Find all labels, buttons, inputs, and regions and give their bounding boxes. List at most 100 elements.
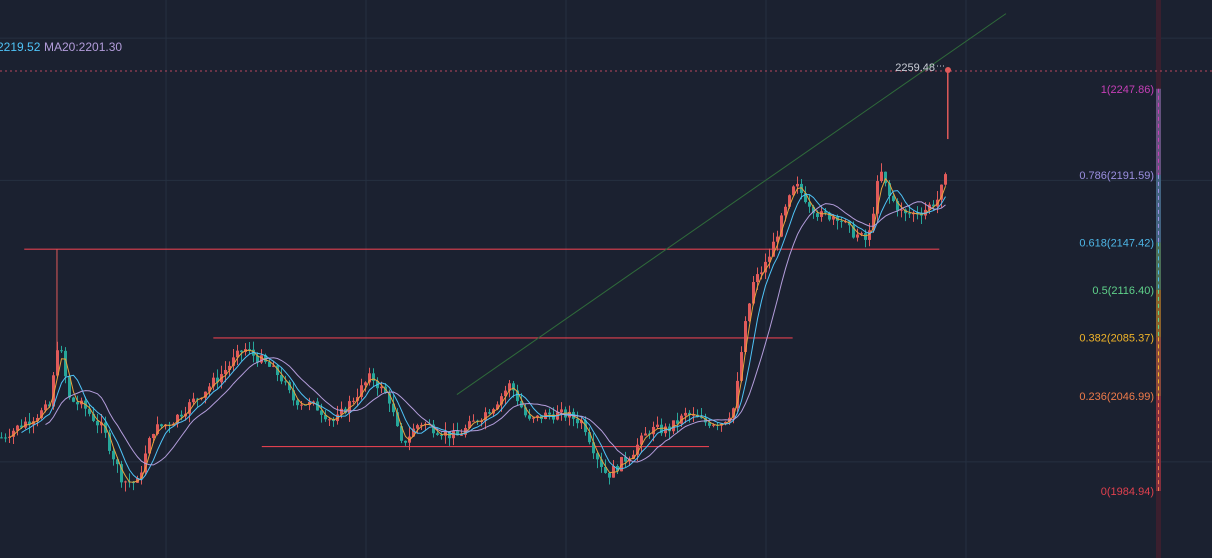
candle-body [312,401,315,403]
candle-body [776,236,779,242]
candle-body [584,420,587,433]
candle-body [804,192,807,203]
candle-body [204,391,207,398]
candle-body [88,408,91,414]
candle-body [472,420,475,422]
candle-body [752,282,755,304]
candle-body [816,213,819,217]
price-marker: 2259.48 [0,62,1212,74]
candle-body [808,202,811,207]
candle-body [352,400,355,402]
candle-body [368,373,371,383]
candle-body [636,444,639,455]
candle-body [364,382,367,386]
candle-body [788,195,791,207]
moving-averages [9,177,946,483]
fibonacci-labels: 1(2247.86) 0.786(2191.59) 0.618(2147.42) 0.… [1079,84,1154,498]
candle-body [500,396,503,405]
candle-body [484,412,487,421]
candle-body [288,381,291,391]
candle-body [76,401,79,405]
candle-body [68,376,71,398]
candle-body [196,398,199,400]
price-marker-dot [945,67,951,73]
candle-body [796,183,799,187]
candle-body [224,369,227,375]
candle-body [552,414,555,420]
candle-body [296,400,299,406]
candle-body [920,214,923,216]
candle-body [524,407,527,416]
candle-body [892,195,895,201]
candle-body [456,431,459,436]
candle-body [748,303,751,322]
candle-body [940,184,943,200]
candle-body [44,404,47,411]
fib-level-label: 0.5(2116.40) [1092,285,1154,297]
candle-body [588,432,591,443]
trend-line-group [456,13,1007,395]
candle-body [900,209,903,211]
candle-body [208,386,211,392]
candle-body [888,183,891,196]
fib-level-label: 0.236(2046.99) [1079,391,1154,403]
candle-body [740,352,743,381]
candle-body [668,426,671,432]
candle-body [608,472,611,478]
candle-body [876,181,879,214]
candle-body [260,355,263,363]
candle-body [760,272,763,275]
ma20-label: MA20:2201.30 [44,40,123,54]
candle-body [112,450,115,460]
candle-body [744,321,747,353]
candle-body [640,435,643,445]
candle-body [644,433,647,436]
candle-body [676,420,679,424]
candle-body [868,230,871,240]
candle-body [860,233,863,235]
trend-line [456,13,1007,395]
candle-body [372,373,375,381]
candle-body [160,424,163,427]
candle-body [120,464,123,483]
candle-body [340,408,343,415]
candle-body [52,375,55,407]
candle-body [620,457,623,472]
candle-body [396,412,399,427]
candle-body [852,225,855,238]
candle-body [600,459,603,468]
candle-body [708,422,711,426]
candle-body [388,393,391,404]
fib-level-label: 0.618(2147.42) [1079,237,1154,249]
candle-body [124,481,127,483]
candle-body [688,412,691,416]
candle-body [36,417,39,422]
candle-body [316,401,319,411]
candle-body [496,404,499,410]
candle-body [780,215,783,237]
candle-body [116,459,119,465]
candle-body [768,256,771,262]
candle-body [268,361,271,367]
candle-body [0,437,3,439]
fib-level-label: 1(2247.86) [1101,84,1154,96]
candle-body [176,414,179,424]
candle-body [188,402,191,414]
candle-body [276,365,279,376]
candle-body [328,419,331,421]
candle-body [536,415,539,418]
candle-body [872,213,875,231]
candle-body [824,211,827,213]
candle-body [604,467,607,473]
price-marker-label: 2259.48 [895,62,935,74]
candle-body [504,390,507,397]
candle-body [72,397,75,402]
candle-body [12,430,15,437]
candle-body [400,426,403,441]
candle-body [420,424,423,426]
candle-body [576,418,579,424]
candle-body [292,390,295,401]
candle-body [412,428,415,437]
candle-body [884,171,887,184]
